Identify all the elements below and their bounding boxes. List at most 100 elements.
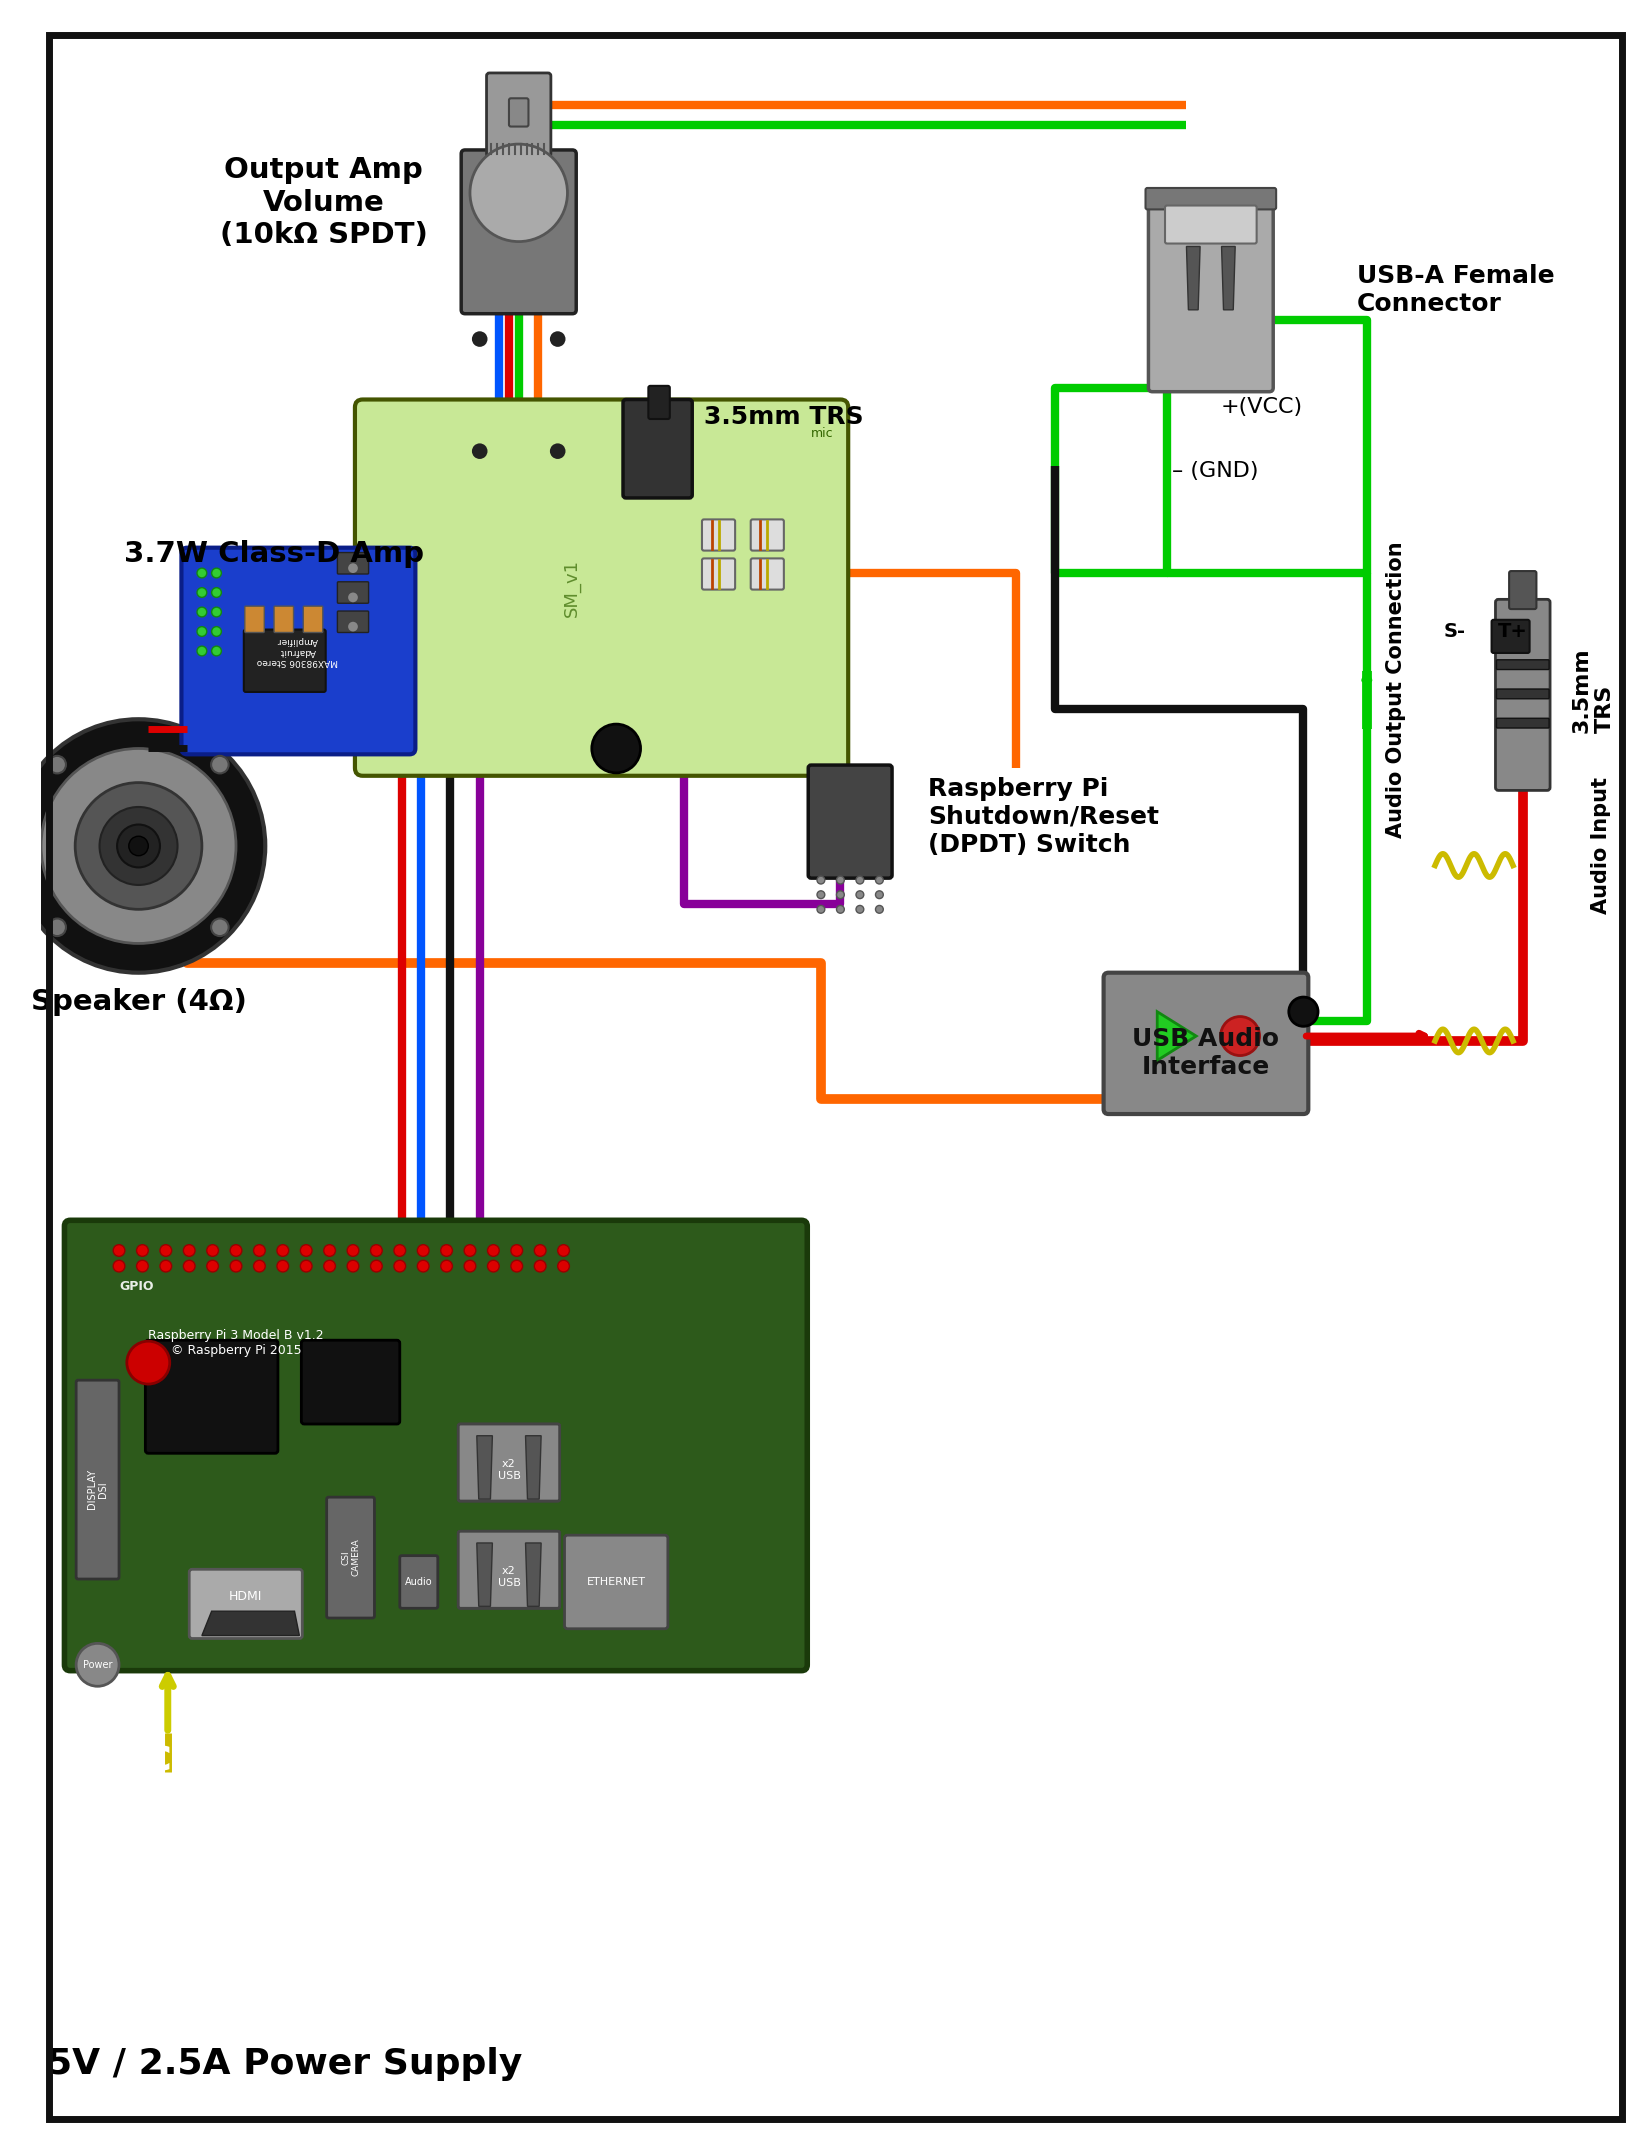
FancyBboxPatch shape <box>337 612 368 633</box>
FancyBboxPatch shape <box>751 558 784 590</box>
Text: Audio Output Connection: Audio Output Connection <box>1386 541 1407 838</box>
Circle shape <box>212 646 222 655</box>
Circle shape <box>417 1260 429 1273</box>
FancyBboxPatch shape <box>564 1536 668 1628</box>
Circle shape <box>197 646 207 655</box>
Text: x2
USB: x2 USB <box>497 1458 520 1480</box>
Circle shape <box>370 1260 383 1273</box>
Circle shape <box>1221 1017 1260 1055</box>
Circle shape <box>160 1260 171 1273</box>
Circle shape <box>207 1245 218 1256</box>
Circle shape <box>212 627 222 635</box>
Text: Audio Input: Audio Input <box>1591 778 1610 915</box>
Circle shape <box>230 1260 241 1273</box>
Circle shape <box>592 724 641 773</box>
Polygon shape <box>1157 1012 1196 1060</box>
Circle shape <box>197 588 207 597</box>
Circle shape <box>160 1245 171 1256</box>
Text: Raspberry Pi
Shutdown/Reset
(DPDT) Switch: Raspberry Pi Shutdown/Reset (DPDT) Switc… <box>927 778 1159 857</box>
Text: USB Audio
Interface: USB Audio Interface <box>1133 1027 1280 1079</box>
Circle shape <box>487 1245 499 1256</box>
Polygon shape <box>478 1542 492 1607</box>
Circle shape <box>549 444 566 459</box>
FancyBboxPatch shape <box>77 1381 119 1579</box>
Circle shape <box>129 836 148 855</box>
Text: GPIO: GPIO <box>119 1279 153 1292</box>
Text: Raspberry Pi 3
computer: Raspberry Pi 3 computer <box>82 1687 448 1779</box>
Circle shape <box>349 564 359 573</box>
FancyBboxPatch shape <box>458 1424 559 1501</box>
FancyBboxPatch shape <box>623 398 693 498</box>
FancyBboxPatch shape <box>1495 599 1550 791</box>
Polygon shape <box>478 1437 492 1499</box>
Circle shape <box>230 1245 241 1256</box>
FancyBboxPatch shape <box>1509 571 1537 610</box>
Circle shape <box>349 592 359 603</box>
Polygon shape <box>1187 246 1200 310</box>
Circle shape <box>347 1245 359 1256</box>
FancyBboxPatch shape <box>189 1570 302 1639</box>
Circle shape <box>469 144 567 241</box>
Text: 3.5mm
TRS: 3.5mm TRS <box>1571 646 1615 732</box>
Circle shape <box>277 1260 289 1273</box>
Circle shape <box>349 623 359 631</box>
Circle shape <box>212 918 228 937</box>
FancyBboxPatch shape <box>486 73 551 157</box>
Circle shape <box>817 877 825 883</box>
Circle shape <box>41 747 236 943</box>
FancyBboxPatch shape <box>274 605 293 633</box>
Circle shape <box>99 808 178 885</box>
Circle shape <box>856 892 864 898</box>
FancyBboxPatch shape <box>1104 974 1309 1114</box>
FancyBboxPatch shape <box>458 1531 559 1609</box>
FancyBboxPatch shape <box>355 398 848 775</box>
Circle shape <box>875 905 883 913</box>
FancyBboxPatch shape <box>509 99 528 127</box>
Text: Audio: Audio <box>404 1577 432 1587</box>
FancyBboxPatch shape <box>458 1424 559 1501</box>
Text: 3.5mm TRS: 3.5mm TRS <box>704 405 864 429</box>
Circle shape <box>137 1245 148 1256</box>
FancyBboxPatch shape <box>703 519 735 551</box>
Polygon shape <box>525 1542 541 1607</box>
Text: DISPLAY
DSI: DISPLAY DSI <box>86 1469 108 1510</box>
Circle shape <box>440 1245 453 1256</box>
FancyBboxPatch shape <box>244 629 326 691</box>
FancyBboxPatch shape <box>461 151 577 314</box>
Circle shape <box>440 1260 453 1273</box>
FancyBboxPatch shape <box>181 547 416 754</box>
FancyBboxPatch shape <box>649 386 670 420</box>
Circle shape <box>347 1260 359 1273</box>
Text: SM_v1: SM_v1 <box>564 558 582 616</box>
FancyBboxPatch shape <box>1496 689 1548 698</box>
Polygon shape <box>202 1611 300 1635</box>
Circle shape <box>856 905 864 913</box>
FancyBboxPatch shape <box>399 1555 438 1609</box>
Text: Speaker (4Ω): Speaker (4Ω) <box>31 989 246 1017</box>
Circle shape <box>11 719 266 974</box>
Circle shape <box>183 1260 196 1273</box>
Text: USB-A Female
Connector: USB-A Female Connector <box>1358 265 1555 317</box>
Circle shape <box>137 1260 148 1273</box>
Circle shape <box>510 1245 523 1256</box>
Text: mic: mic <box>812 426 835 439</box>
Text: 5V / 2.5A Power Supply: 5V / 2.5A Power Supply <box>47 2048 522 2081</box>
Text: T+: T+ <box>1498 623 1527 642</box>
Circle shape <box>49 756 65 773</box>
Circle shape <box>394 1260 406 1273</box>
Circle shape <box>510 1260 523 1273</box>
FancyBboxPatch shape <box>751 519 784 551</box>
Polygon shape <box>525 1437 541 1499</box>
Circle shape <box>836 892 844 898</box>
Circle shape <box>197 607 207 616</box>
Text: 3.7W Class-D Amp: 3.7W Class-D Amp <box>124 538 424 567</box>
Circle shape <box>197 627 207 635</box>
Text: Power: Power <box>83 1661 112 1669</box>
Circle shape <box>817 892 825 898</box>
Circle shape <box>112 1260 126 1273</box>
Circle shape <box>549 332 566 347</box>
FancyBboxPatch shape <box>302 1340 399 1424</box>
Circle shape <box>49 918 65 937</box>
Circle shape <box>1289 997 1319 1025</box>
Circle shape <box>183 1245 196 1256</box>
